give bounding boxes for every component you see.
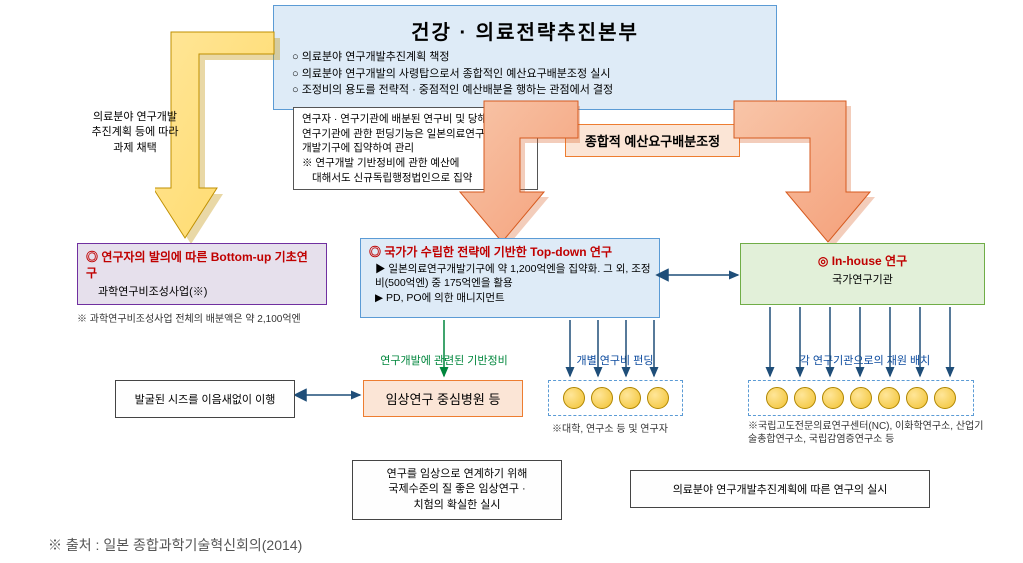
- source-note: ※ 출처 : 일본 종합과학기술혁신회의(2014): [48, 535, 302, 555]
- nc-note: ※국립고도전문의료연구센터(NC), 이화학연구소, 산업기술총합연구소, 국립…: [748, 420, 988, 446]
- circle-icon: [934, 387, 956, 409]
- cq-l1: 연구를 임상으로 연계하기 위해: [359, 467, 555, 482]
- rd-plan-label: 의료분야 연구개발추진계획에 따른 연구의 실시: [673, 484, 888, 496]
- circle-icon: [906, 387, 928, 409]
- nc-circle-row: [748, 380, 974, 416]
- clinical-box: 임상연구 중심병원 등: [363, 380, 523, 417]
- circle-icon: [619, 387, 641, 409]
- seeds-box: 발굴된 시즈를 이음새없이 이행: [115, 380, 295, 418]
- circle-icon: [647, 387, 669, 409]
- cq-l3: 치험의 확실한 실시: [359, 498, 555, 513]
- circle-icon: [878, 387, 900, 409]
- rd-plan-box: 의료분야 연구개발추진계획에 따른 연구의 실시: [630, 470, 930, 508]
- circle-icon: [766, 387, 788, 409]
- cq-l2: 국제수준의 질 좋은 임상연구 ·: [359, 482, 555, 497]
- univ-note: ※대학, 연구소 등 및 연구자: [552, 420, 668, 435]
- univ-circle-row: [548, 380, 683, 416]
- circle-icon: [563, 387, 585, 409]
- clinical-quality-box: 연구를 임상으로 연계하기 위해 국제수준의 질 좋은 임상연구 · 치험의 확…: [352, 460, 562, 520]
- circle-icon: [794, 387, 816, 409]
- clinical-label: 임상연구 중심병원 등: [386, 392, 501, 407]
- circle-icon: [850, 387, 872, 409]
- seeds-label: 발굴된 시즈를 이음새없이 이행: [135, 394, 276, 406]
- circle-icon: [591, 387, 613, 409]
- circle-icon: [822, 387, 844, 409]
